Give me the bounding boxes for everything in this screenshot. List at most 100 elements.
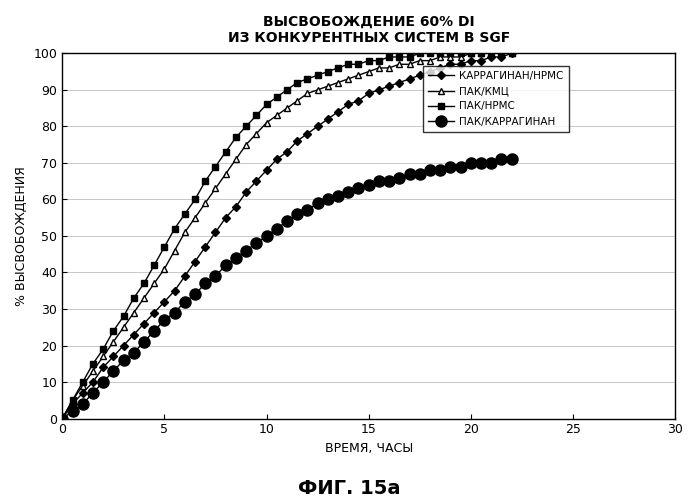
ПАК/КМЦ [161, 266, 169, 272]
ПАК/КАРРАГИНАН [385, 178, 393, 184]
ПАК/КМЦ [232, 156, 240, 162]
ПАК/КАРРАГИНАН [68, 408, 77, 414]
ПАК/НРМС [456, 50, 465, 56]
ПАК/НРМС [211, 164, 220, 170]
ПАК/КМЦ [395, 62, 403, 68]
ПАК/НРМС [58, 416, 66, 422]
ПАК/НРМС [130, 295, 138, 301]
ПАК/КАРРАГИНАН [334, 193, 342, 199]
ПАК/КАРРАГИНАН [211, 273, 220, 279]
КАРРАГИНАН/НРМС [507, 50, 516, 56]
ПАК/КМЦ [436, 54, 445, 60]
ПАК/КМЦ [467, 50, 475, 56]
ПАК/КАРРАГИНАН [89, 390, 97, 396]
КАРРАГИНАН/НРМС [355, 98, 363, 104]
ПАК/КАРРАГИНАН [426, 167, 434, 173]
Line: ПАК/КАРРАГИНАН: ПАК/КАРРАГИНАН [57, 154, 517, 424]
ПАК/НРМС [426, 50, 434, 56]
КАРРАГИНАН/НРМС [211, 230, 220, 235]
ПАК/КАРРАГИНАН [477, 160, 485, 166]
ПАК/НРМС [467, 50, 475, 56]
ПАК/НРМС [364, 58, 373, 64]
КАРРАГИНАН/НРМС [436, 65, 445, 71]
ПАК/КМЦ [262, 120, 271, 126]
ПАК/КАРРАГИНАН [119, 357, 128, 363]
ПАК/НРМС [303, 76, 311, 82]
ПАК/КАРРАГИНАН [467, 160, 475, 166]
ПАК/КМЦ [79, 382, 87, 388]
ПАК/НРМС [446, 50, 454, 56]
ПАК/КАРРАГИНАН [446, 164, 454, 170]
КАРРАГИНАН/НРМС [497, 54, 505, 60]
КАРРАГИНАН/НРМС [446, 62, 454, 68]
ПАК/КАРРАГИНАН [324, 196, 332, 202]
ПАК/НРМС [201, 178, 209, 184]
ПАК/КАРРАГИНАН [221, 262, 230, 268]
КАРРАГИНАН/НРМС [170, 288, 179, 294]
ПАК/КМЦ [364, 68, 373, 74]
КАРРАГИНАН/НРМС [68, 401, 77, 407]
КАРРАГИНАН/НРМС [395, 80, 403, 86]
ПАК/КАРРАГИНАН [242, 248, 251, 254]
ПАК/НРМС [487, 50, 496, 56]
Title: ВЫСВОБОЖДЕНИЕ 60% DI
ИЗ КОНКУРЕНТНЫХ СИСТЕМ В SGF: ВЫСВОБОЖДЕНИЕ 60% DI ИЗ КОНКУРЕНТНЫХ СИС… [228, 15, 510, 45]
ПАК/КМЦ [415, 58, 424, 64]
КАРРАГИНАН/НРМС [324, 116, 332, 122]
ПАК/КМЦ [375, 65, 383, 71]
ПАК/НРМС [89, 361, 97, 367]
ПАК/КАРРАГИНАН [99, 379, 107, 385]
ПАК/КМЦ [324, 83, 332, 89]
ПАК/КАРРАГИНАН [395, 174, 403, 180]
ПАК/КМЦ [242, 142, 251, 148]
ПАК/КМЦ [140, 295, 148, 301]
ПАК/КМЦ [303, 90, 311, 96]
ПАК/НРМС [161, 244, 169, 250]
ПАК/КМЦ [273, 112, 281, 118]
ПАК/КМЦ [293, 98, 302, 104]
ПАК/НРМС [242, 124, 251, 130]
КАРРАГИНАН/НРМС [262, 167, 271, 173]
КАРРАГИНАН/НРМС [130, 332, 138, 338]
ПАК/НРМС [344, 62, 352, 68]
ПАК/КМЦ [334, 80, 342, 86]
КАРРАГИНАН/НРМС [109, 354, 117, 360]
ПАК/КАРРАГИНАН [150, 328, 158, 334]
ПАК/КМЦ [109, 339, 117, 345]
ПАК/НРМС [283, 87, 291, 93]
КАРРАГИНАН/НРМС [467, 58, 475, 64]
ПАК/КМЦ [252, 130, 260, 136]
ПАК/КАРРАГИНАН [252, 240, 260, 246]
КАРРАГИНАН/НРМС [99, 364, 107, 370]
ПАК/КАРРАГИНАН [283, 218, 291, 224]
ПАК/КАРРАГИНАН [415, 171, 424, 177]
КАРРАГИНАН/НРМС [150, 310, 158, 316]
ПАК/НРМС [150, 262, 158, 268]
ПАК/КМЦ [507, 50, 516, 56]
ПАК/КМЦ [385, 65, 393, 71]
ПАК/КАРРАГИНАН [262, 233, 271, 239]
ПАК/НРМС [140, 280, 148, 286]
ПАК/КМЦ [313, 87, 322, 93]
ПАК/КМЦ [130, 310, 138, 316]
КАРРАГИНАН/НРМС [385, 83, 393, 89]
ПАК/НРМС [252, 112, 260, 118]
ПАК/НРМС [221, 149, 230, 155]
ПАК/НРМС [497, 50, 505, 56]
ПАК/НРМС [191, 196, 199, 202]
ПАК/КМЦ [211, 186, 220, 192]
ПАК/НРМС [324, 68, 332, 74]
ПАК/КАРРАГИНАН [58, 416, 66, 422]
ПАК/НРМС [375, 58, 383, 64]
ПАК/НРМС [232, 134, 240, 140]
КАРРАГИНАН/НРМС [140, 320, 148, 326]
ПАК/КАРРАГИНАН [130, 350, 138, 356]
Line: ПАК/НРМС: ПАК/НРМС [59, 50, 515, 422]
КАРРАГИНАН/НРМС [119, 342, 128, 348]
КАРРАГИНАН/НРМС [221, 214, 230, 220]
ПАК/КМЦ [344, 76, 352, 82]
ПАК/КМЦ [89, 368, 97, 374]
ПАК/КАРРАГИНАН [344, 189, 352, 195]
ПАК/НРМС [262, 102, 271, 107]
ПАК/КАРРАГИНАН [181, 298, 189, 304]
КАРРАГИНАН/НРМС [456, 62, 465, 68]
